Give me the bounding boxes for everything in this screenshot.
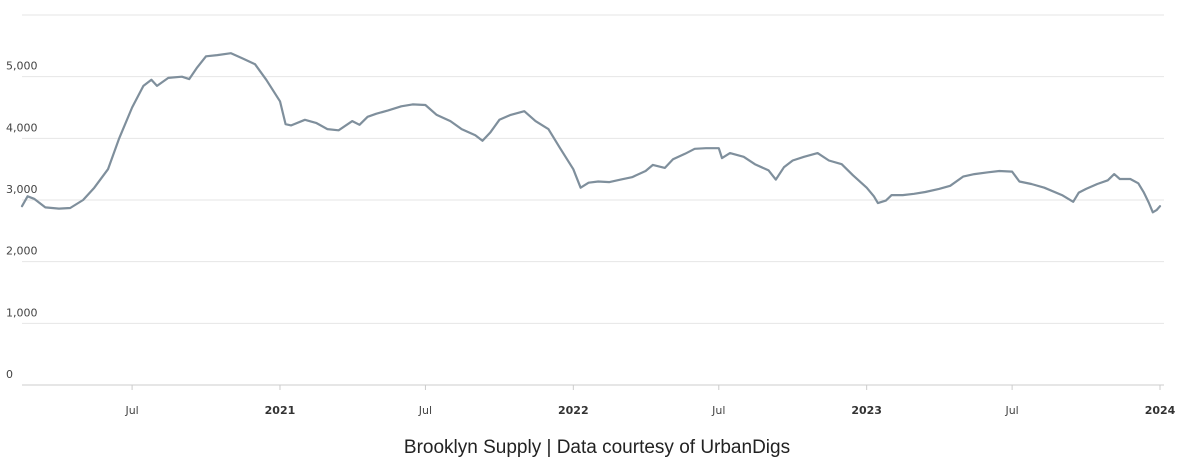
x-tick-label: Jul — [418, 404, 432, 417]
y-axis: 0 1,000 2,000 3,000 4,000 5,000 — [6, 60, 38, 381]
x-tick-label: 2024 — [1145, 404, 1176, 417]
x-tick-label: Jul — [124, 404, 138, 417]
x-tick-label: 2022 — [558, 404, 589, 417]
y-tick-label: 2,000 — [6, 245, 38, 258]
y-tick-label: 1,000 — [6, 306, 38, 319]
y-tick-label: 5,000 — [6, 60, 38, 73]
x-tick-label: 2023 — [851, 404, 882, 417]
chart-caption: Brooklyn Supply | Data courtesy of Urban… — [403, 437, 791, 458]
y-tick-label: 0 — [6, 368, 13, 381]
y-tick-label: 3,000 — [6, 183, 38, 196]
series-line — [20, 52, 1162, 214]
grid-lines — [22, 14, 1164, 386]
series-lines — [20, 52, 1162, 214]
x-tick-label: 2021 — [265, 404, 296, 417]
x-tick-label: Jul — [711, 404, 725, 417]
x-tick-label: Jul — [1004, 404, 1018, 417]
supply-line-chart: 0 1,000 2,000 3,000 4,000 5,000 Jul 2021 Jul 202… — [6, 14, 1176, 417]
x-axis: Jul 2021 Jul 2022 Jul 2023 Jul 2024 — [124, 385, 1176, 417]
y-tick-label: 4,000 — [6, 121, 38, 134]
